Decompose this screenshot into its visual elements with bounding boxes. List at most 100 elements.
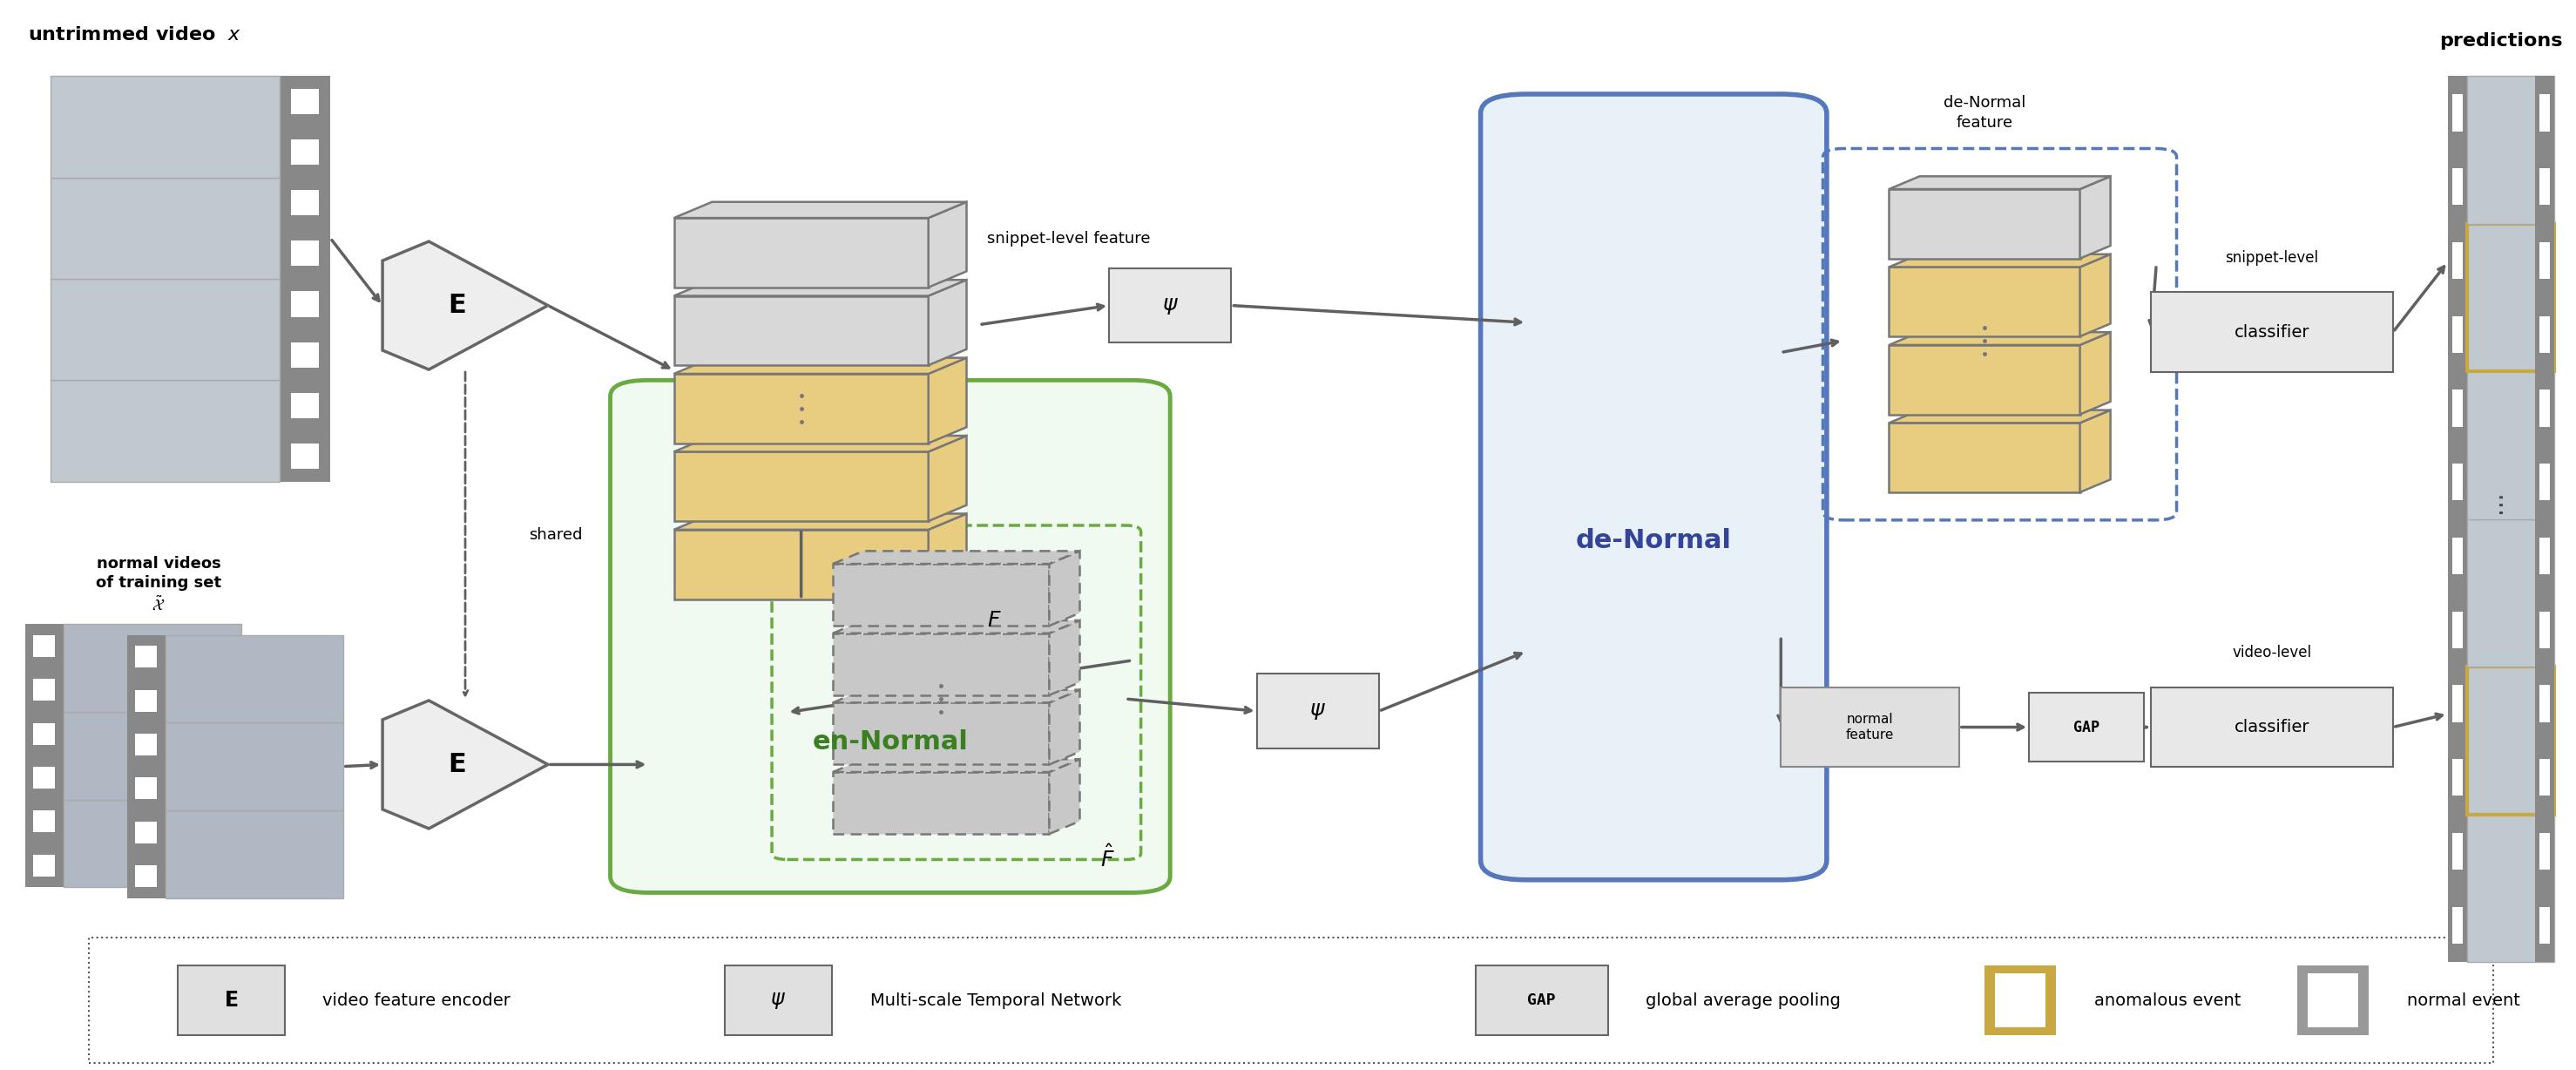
Polygon shape [1048, 690, 1079, 765]
Text: predictions: predictions [2439, 32, 2563, 49]
Bar [291, 291, 319, 317]
Text: $\mathbf{E}$: $\mathbf{E}$ [224, 990, 237, 1011]
Polygon shape [927, 357, 966, 443]
Bar [291, 393, 319, 418]
Polygon shape [2079, 410, 2110, 492]
Polygon shape [2079, 255, 2110, 336]
Bar [832, 633, 1048, 696]
Bar [2452, 463, 2463, 501]
Bar [33, 855, 54, 876]
Polygon shape [927, 435, 966, 521]
Polygon shape [832, 690, 1079, 703]
Bar [137, 866, 157, 887]
Bar [137, 734, 157, 755]
Bar [675, 452, 927, 521]
Bar [137, 646, 157, 668]
Polygon shape [1888, 255, 2110, 268]
Polygon shape [832, 551, 1079, 564]
Text: de-Normal: de-Normal [1577, 528, 1731, 553]
Bar [2540, 832, 2550, 870]
Bar [2540, 906, 2550, 944]
Text: $\psi$: $\psi$ [770, 990, 786, 1011]
Text: shared: shared [528, 528, 582, 542]
Bar [2540, 94, 2550, 132]
Bar [2535, 76, 2555, 962]
Text: $\psi$: $\psi$ [1309, 701, 1327, 721]
Bar [1888, 423, 2079, 492]
Bar [2452, 316, 2463, 353]
Bar [2540, 759, 2550, 796]
Text: global average pooling: global average pooling [1646, 992, 1842, 1009]
Bar [33, 811, 54, 832]
Bar [52, 76, 281, 178]
Text: Multi-scale Temporal Network: Multi-scale Temporal Network [871, 992, 1121, 1009]
Bar [2540, 537, 2550, 575]
Polygon shape [675, 357, 966, 373]
Bar [2308, 974, 2360, 1027]
Bar [2452, 759, 2463, 796]
Bar [52, 380, 281, 482]
Bar [2468, 667, 2555, 814]
Bar [2468, 76, 2555, 224]
Bar [2452, 832, 2463, 870]
Polygon shape [1888, 332, 2110, 345]
Polygon shape [832, 760, 1079, 771]
Bar [137, 778, 157, 799]
Polygon shape [381, 242, 549, 369]
FancyBboxPatch shape [611, 380, 1170, 892]
Bar [675, 218, 927, 288]
Text: anomalous event: anomalous event [2094, 992, 2241, 1009]
Bar [33, 679, 54, 701]
Bar [1888, 345, 2079, 414]
Text: untrimmed video  $x$: untrimmed video $x$ [28, 27, 242, 44]
Text: $F$: $F$ [987, 610, 1002, 630]
Text: GAP: GAP [1528, 993, 1556, 1008]
Bar [2468, 224, 2555, 371]
Bar [291, 89, 319, 114]
Bar [33, 636, 54, 657]
Polygon shape [2079, 177, 2110, 259]
Bar [52, 279, 281, 380]
Bar [64, 799, 242, 887]
Bar [2452, 94, 2463, 132]
Polygon shape [1888, 410, 2110, 423]
Bar [1257, 674, 1378, 749]
Text: $\psi$: $\psi$ [1162, 295, 1177, 316]
Text: $\mathbf{E}$: $\mathbf{E}$ [448, 292, 466, 319]
Bar [291, 241, 319, 266]
Bar [1994, 974, 2045, 1027]
Text: video feature encoder: video feature encoder [322, 992, 510, 1009]
Bar [2452, 537, 2463, 575]
Bar [291, 342, 319, 367]
Bar [2452, 906, 2463, 944]
Bar [165, 810, 343, 898]
Bar [291, 444, 319, 469]
Polygon shape [1048, 760, 1079, 834]
Bar [165, 722, 343, 810]
Text: GAP: GAP [2074, 719, 2099, 735]
Polygon shape [832, 621, 1079, 633]
Bar [64, 712, 242, 799]
Bar [2468, 814, 2555, 962]
Bar [675, 296, 927, 365]
Bar [137, 822, 157, 843]
Polygon shape [1048, 551, 1079, 626]
Bar [2452, 611, 2463, 648]
Bar [291, 190, 319, 215]
Bar [165, 635, 343, 722]
Bar [2540, 463, 2550, 501]
Bar [832, 771, 1048, 834]
Polygon shape [381, 701, 549, 828]
Bar [178, 966, 283, 1035]
Bar [2468, 371, 2555, 519]
Bar [26, 624, 64, 887]
Bar [2540, 316, 2550, 353]
Bar [1888, 268, 2079, 336]
Bar [2540, 389, 2550, 427]
Text: $\mathbf{E}$: $\mathbf{E}$ [448, 751, 466, 778]
Bar [2540, 685, 2550, 722]
Text: ···: ··· [2488, 490, 2514, 513]
Bar [2540, 242, 2550, 279]
Polygon shape [2079, 332, 2110, 414]
Text: normal event: normal event [2406, 992, 2519, 1009]
